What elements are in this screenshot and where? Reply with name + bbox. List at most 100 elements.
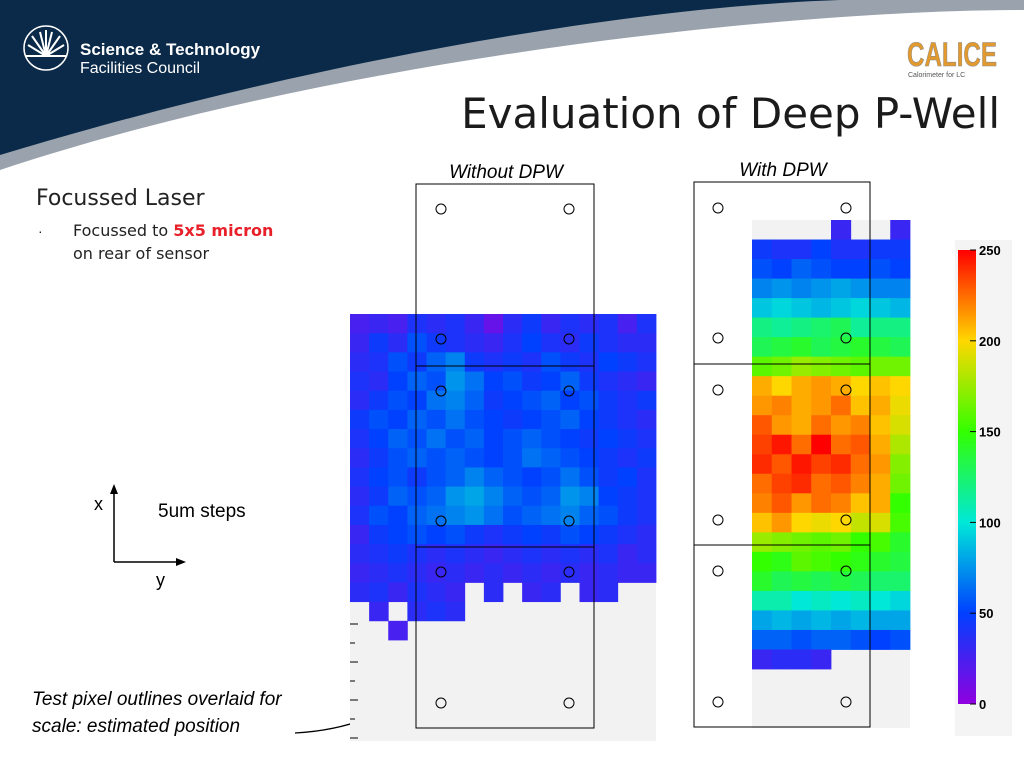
heatmap-cell [445,505,466,526]
heatmap-cell [890,434,911,455]
heatmap-cell [850,395,871,416]
heatmap-cell [752,571,773,592]
heatmap-cell [464,448,485,468]
heatmap-cell [388,390,408,411]
heatmap-cell [426,601,447,622]
heatmap-cell [350,524,370,545]
heatmap-cell [850,259,871,279]
heatmap-cell [811,395,832,416]
heatmap-cell [811,571,832,592]
heatmap-cell [541,371,561,392]
heatmap-cell [636,352,657,372]
heatmap-cell [541,333,561,353]
axes-diagram: x y 5um steps [94,484,246,590]
annotation-line2: scale: estimated position [32,716,240,737]
heatmap-cell [388,544,408,564]
pixel-marker-circle [840,202,852,214]
heatmap-cell [890,473,911,494]
pixel-marker-circle [563,203,575,215]
pixel-marker-circle [435,515,447,527]
heatmap-cell [407,486,427,507]
heatmap-cell [752,454,773,475]
heatmap-cell [890,298,911,319]
heatmap-cell [388,333,408,353]
heatmap-cell [598,524,619,545]
heatmap-cell [541,524,561,545]
heatmap-cell [388,582,408,603]
heatmap-cell [541,314,561,334]
heatmap-cell [870,532,891,553]
heatmap-cell [831,434,852,455]
heatmap-cell [407,524,427,545]
heatmap-cell [522,448,542,468]
heatmap-cell [752,239,773,260]
heatmap-cell [350,429,370,449]
heatmap-cell [483,333,504,353]
heatmap-cell [598,486,619,507]
heatmap-cell [890,532,911,553]
heatmap-cell [522,314,542,334]
pixel-marker-circle [712,202,724,214]
heatmap-cell [771,298,792,319]
heatmap-cell [522,429,542,449]
heatmap-cell [752,473,773,494]
heatmap-cell [541,390,561,411]
heatmap-cell [445,371,466,392]
steps-label: 5um steps [158,501,246,522]
heatmap-cell [831,239,852,260]
heatmap-cell [503,563,523,583]
heatmap-cell [541,352,561,372]
heatmap-cell [503,524,523,545]
heatmap-cell [636,390,657,411]
heatmap-cell [870,512,891,533]
heatmap-cell [791,493,812,514]
pixel-marker-circle [435,385,447,397]
heatmap-cell [388,505,408,526]
heatmap-cell [350,582,370,603]
heatmap-cell [541,409,561,430]
heatmap-cell [752,434,773,455]
heatmap-cell [464,409,485,430]
heatmap-cell [890,512,911,533]
heatmap-cell [388,620,408,641]
heatmap-cell [369,563,389,583]
heatmap-cell [617,467,638,487]
heatmap-cell [445,352,466,372]
heatmap-cell [350,314,370,334]
heatmap-cell [560,505,580,526]
heatmap-cell [636,563,657,583]
heatmap-cell [579,314,600,334]
heatmap-cell [870,434,891,455]
heatmap-cell [850,317,871,338]
heatmap-cell [369,352,389,372]
heatmap-cell [850,532,871,553]
heatmap-cell [752,317,773,338]
heatmap-cell [831,454,852,475]
heatmap-cell [811,298,832,319]
heatmap-cell [579,352,600,372]
heatmap-cell [771,356,792,377]
heatmap-cell [579,390,600,411]
heatmap-cell [617,371,638,392]
heatmap-cell [870,337,891,358]
heatmap-cell [503,409,523,430]
heatmap-cell [870,278,891,299]
heatmap-cell [426,314,447,334]
x-arrow-head-icon [110,484,118,494]
heatmap-cell [636,429,657,449]
heatmap-cell [522,563,542,583]
heatmap-cell [541,429,561,449]
heatmap-cell [483,524,504,545]
heatmap-cell [560,390,580,411]
heatmap-cell [445,563,466,583]
heatmap-cell [579,505,600,526]
pixel-marker-circle [712,696,724,708]
heatmap-cell [850,278,871,299]
heatmap-cell [522,505,542,526]
org-name-line2: Facilities Council [80,60,200,77]
heatmap-cell [771,590,792,611]
heatmap-cell [752,512,773,533]
heatmap-cell [560,467,580,487]
heatmap-cell [771,337,792,358]
heatmap-cell [890,317,911,338]
